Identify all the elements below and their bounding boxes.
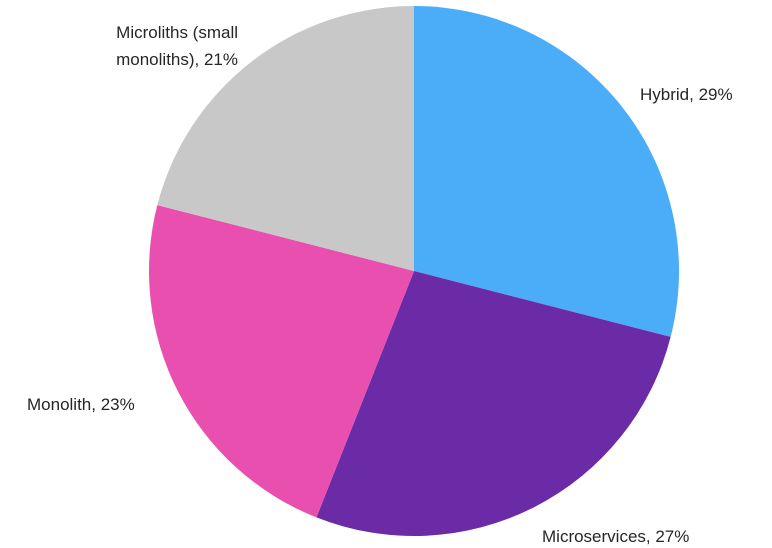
slice-monolith	[149, 205, 414, 518]
pie-slices	[149, 6, 679, 536]
slice-hybrid	[414, 6, 679, 337]
pie-labels: Hybrid, 29% Microservices, 27% Monolith,…	[27, 23, 733, 546]
slice-microservices	[316, 271, 671, 536]
slice-label-microliths-line1: Microliths (small	[116, 23, 238, 42]
slice-label-microservices: Microservices, 27%	[542, 527, 689, 546]
slice-label-hybrid: Hybrid, 29%	[640, 85, 733, 104]
slice-label-microliths-line2: monoliths), 21%	[116, 50, 238, 69]
slice-label-monolith: Monolith, 23%	[27, 395, 135, 414]
slice-microliths-small-monoliths	[157, 6, 414, 271]
